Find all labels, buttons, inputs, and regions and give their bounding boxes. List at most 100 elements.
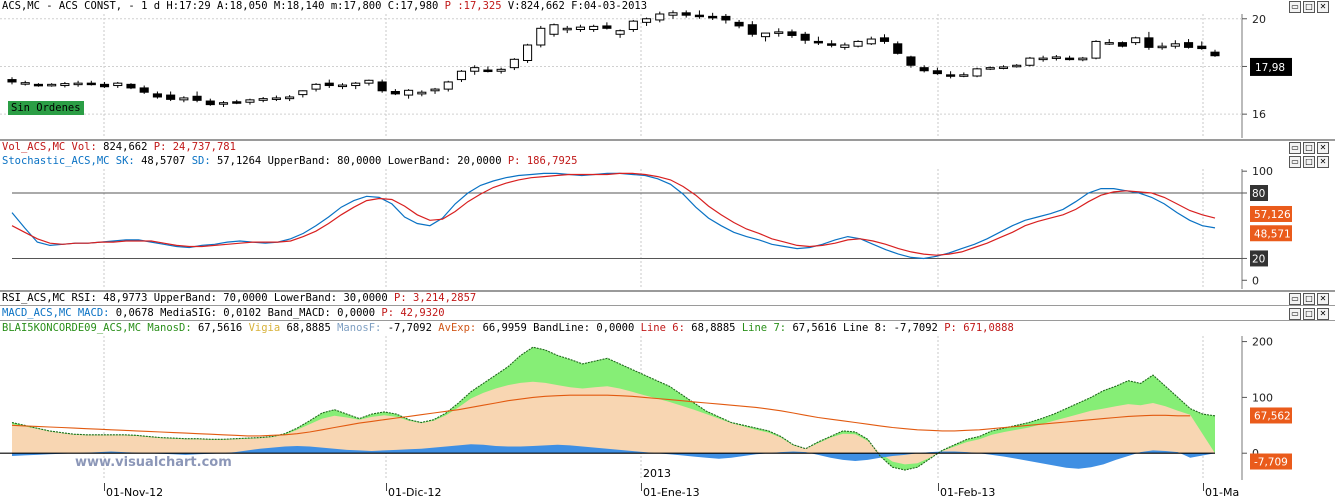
avexp-label: AvExp: [438, 322, 477, 334]
candle [641, 18, 652, 23]
rsi-pane[interactable]: RSI_ACS,MC RSI: 48,9773 UpperBand: 70,00… [0, 292, 1335, 306]
time-value: 17:29 [179, 0, 211, 12]
candle [456, 70, 467, 81]
candle [351, 82, 361, 87]
candle [483, 69, 493, 73]
h-label: H: [166, 0, 180, 12]
candle [893, 43, 903, 54]
restore-button[interactable]: ▭ [1289, 1, 1301, 13]
lb-label: LowerBand: [273, 292, 338, 304]
pane-separator[interactable] [0, 139, 1335, 141]
koncorde-name: BLAI5KONCORDE09_ACS,MC ManosD: [2, 322, 192, 334]
p-value: 42,9320 [400, 307, 445, 319]
symbol-label: ACS,MC - ACS CONST, - [2, 0, 135, 12]
candle [126, 83, 136, 89]
candle [1051, 56, 1061, 59]
candle [496, 68, 506, 72]
sig-value: 0,0102 [223, 307, 262, 319]
candle [232, 101, 242, 104]
rsi-value: 48,9773 [103, 292, 148, 304]
stochastic-chart[interactable]: 0 20 80 100 57,126 48,571 [0, 155, 1335, 291]
candle [721, 15, 731, 21]
candle [1038, 57, 1048, 61]
maximize-button[interactable]: □ [1303, 1, 1315, 13]
close-button[interactable]: ✕ [1317, 1, 1329, 13]
price-header: ACS,MC - ACS CONST, - 1 d H:17:29 A:18,0… [2, 0, 647, 13]
volume-pane[interactable]: Vol_ACS,MC Vol: 824,662 P: 24,737,781 ▭ … [0, 141, 1335, 154]
line6-label: Line 6: [640, 322, 685, 334]
candle [734, 21, 744, 27]
candle [694, 14, 704, 18]
price-pane[interactable]: ACS,MC - ACS CONST, - 1 d H:17:29 A:18,0… [0, 0, 1335, 140]
avexp-line [11, 394, 1191, 437]
candle [311, 83, 321, 90]
candle [615, 30, 625, 35]
close-button[interactable]: ✕ [1317, 293, 1329, 305]
candle [985, 67, 995, 70]
a-label: A: [216, 0, 230, 12]
candle [932, 70, 942, 75]
candle [1170, 43, 1180, 47]
price-chart[interactable]: 16182017,98 [0, 0, 1335, 140]
manosd-value-tag-bg [1250, 407, 1292, 424]
maximize-button[interactable]: □ [1303, 293, 1315, 305]
candle [575, 26, 586, 31]
candle [430, 88, 440, 92]
manosf-value: -7,7092 [387, 322, 432, 334]
tick [1203, 483, 1204, 491]
close-button[interactable]: ✕ [1317, 156, 1329, 168]
restore-button[interactable]: ▭ [1289, 308, 1301, 320]
maximize-button[interactable]: □ [1303, 156, 1315, 168]
candle [1157, 45, 1167, 49]
candle [33, 83, 43, 87]
candle [800, 33, 810, 41]
volume-value: 824,662 [520, 0, 565, 12]
koncorde-pane[interactable]: BLAI5KONCORDE09_ACS,MC ManosD: 67,5616 V… [0, 322, 1335, 483]
pane-separator[interactable] [0, 305, 1335, 306]
sin-ordenes-badge[interactable]: Sin Ordenes [8, 101, 84, 115]
line7-value: 67,5616 [792, 322, 837, 334]
manosd-line [11, 346, 1216, 471]
date-axis: 01-Nov-12 01-Dic-12 01-Ene-13 01-Feb-13 … [0, 467, 1335, 501]
p-label: P: [394, 292, 407, 304]
stochastic-pane[interactable]: Stochastic_ACS,MC SK: 48,5707 SD: 57,126… [0, 155, 1335, 291]
candle [152, 93, 162, 98]
candle [7, 79, 17, 83]
candle [60, 83, 70, 87]
candle [1131, 37, 1141, 44]
band-tag-bg [1250, 250, 1268, 267]
pane-separator[interactable] [0, 320, 1335, 321]
restore-button[interactable]: ▭ [1289, 293, 1301, 305]
stochastic-header: Stochastic_ACS,MC SK: 48,5707 SD: 57,126… [2, 155, 577, 168]
close-button[interactable]: ✕ [1317, 308, 1329, 320]
candle [139, 87, 149, 93]
maximize-button[interactable]: □ [1303, 308, 1315, 320]
candle [827, 43, 837, 46]
p-label: P: [507, 155, 521, 167]
manosf-area [12, 444, 1215, 469]
high-value: 18,140 [286, 0, 325, 12]
macd-pane[interactable]: MACD_ACS,MC MACD: 0,0678 MediaSIG: 0,010… [0, 307, 1335, 321]
koncorde-chart[interactable]: 010020067,562-7,709 [0, 322, 1335, 483]
maximize-button[interactable]: □ [1303, 142, 1315, 154]
candle [998, 66, 1009, 69]
open-value: 18,050 [229, 0, 268, 12]
manosf-label: ManosF: [337, 322, 382, 334]
restore-button[interactable]: ▭ [1289, 142, 1301, 154]
candle [747, 24, 757, 35]
candle [364, 79, 374, 84]
rsi-window-buttons: ▭ □ ✕ [1289, 293, 1329, 305]
candle [1210, 51, 1220, 57]
close-button[interactable]: ✕ [1317, 142, 1329, 154]
lb-value: 20,0000 [457, 155, 502, 167]
candle [655, 13, 665, 21]
band-value: 0,0000 [337, 307, 376, 319]
p-label: P : [444, 0, 464, 12]
candle [813, 40, 823, 44]
pane-separator[interactable] [0, 290, 1335, 292]
ub-label: UpperBand: [153, 292, 217, 304]
restore-button[interactable]: ▭ [1289, 156, 1301, 168]
candle [417, 91, 427, 95]
candle [787, 31, 797, 36]
rsi-name: RSI_ACS,MC RSI: [2, 292, 97, 304]
